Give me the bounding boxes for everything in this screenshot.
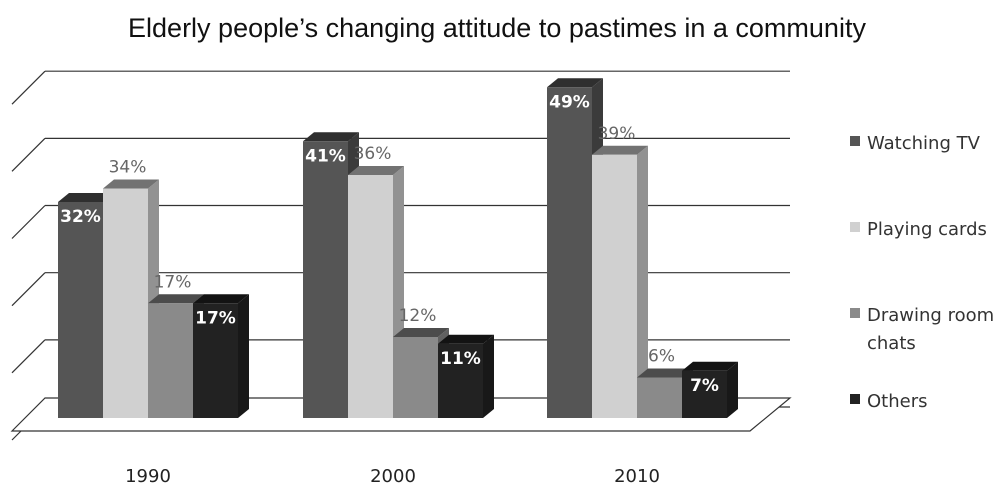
legend-label: Drawing room <box>867 305 994 326</box>
data-label: 6% <box>648 347 675 367</box>
data-label: 7% <box>690 376 719 396</box>
chart-title: Elderly people’s changing attitude to pa… <box>128 13 866 43</box>
data-label: 32% <box>60 207 101 227</box>
x-axis: 1990 2000 2010 <box>125 466 660 487</box>
bar-top <box>637 368 693 378</box>
bar-top <box>58 193 114 202</box>
bar <box>303 141 348 418</box>
data-label: 36% <box>354 144 392 164</box>
bar <box>348 175 393 418</box>
bar-top <box>103 179 159 189</box>
bar-top <box>148 294 204 304</box>
data-label: 11% <box>440 349 481 369</box>
bar-top <box>547 78 603 88</box>
bar <box>148 303 193 418</box>
bar-top <box>393 328 449 337</box>
legend-swatch <box>850 308 860 318</box>
gridline-wall <box>11 205 46 239</box>
x-tick-label: 2000 <box>370 466 416 487</box>
legend-label: Watching TV <box>867 133 981 154</box>
bar-top <box>193 294 249 304</box>
bar-side <box>483 334 494 418</box>
gridline-wall <box>11 339 46 374</box>
bar-top <box>682 361 738 371</box>
bar <box>592 154 637 418</box>
bar-top <box>348 166 404 175</box>
legend-swatch <box>850 394 860 404</box>
bar-side <box>238 294 249 418</box>
data-label: 12% <box>399 306 437 326</box>
data-label: 17% <box>195 308 236 328</box>
bar <box>193 303 238 418</box>
bar <box>58 202 103 418</box>
bar-top <box>438 334 494 344</box>
bar <box>103 188 148 418</box>
data-label: 34% <box>109 158 147 178</box>
legend-label: chats <box>867 333 916 354</box>
gridline-wall <box>11 272 46 307</box>
data-label: 41% <box>305 146 346 166</box>
bar <box>438 343 483 418</box>
legend-label: Playing cards <box>867 219 987 240</box>
bar <box>393 337 438 418</box>
chart-bars <box>58 78 738 418</box>
data-label: 39% <box>598 124 636 144</box>
chart-value-labels: 32% 34% 17%17% 41% 36% 12% 11% 49% 39% 6% 7% <box>60 92 719 396</box>
legend-swatch <box>850 136 860 146</box>
x-tick-label: 2010 <box>614 466 660 487</box>
bar-top <box>303 132 359 142</box>
bar-side <box>637 145 648 418</box>
data-label: 49% <box>549 92 590 112</box>
bar <box>637 377 682 418</box>
gridline-wall <box>11 70 46 105</box>
gridline-wall <box>11 137 46 172</box>
bar-top <box>592 145 648 155</box>
x-tick-label: 1990 <box>125 466 171 487</box>
legend-swatch <box>850 222 860 232</box>
bar-side <box>727 361 738 418</box>
legend-label: Others <box>867 391 928 412</box>
data-label: 17% <box>154 272 192 292</box>
bar <box>547 87 592 418</box>
bar <box>682 370 727 418</box>
legend: Watching TV Playing cards Drawing room chat… <box>850 133 994 412</box>
